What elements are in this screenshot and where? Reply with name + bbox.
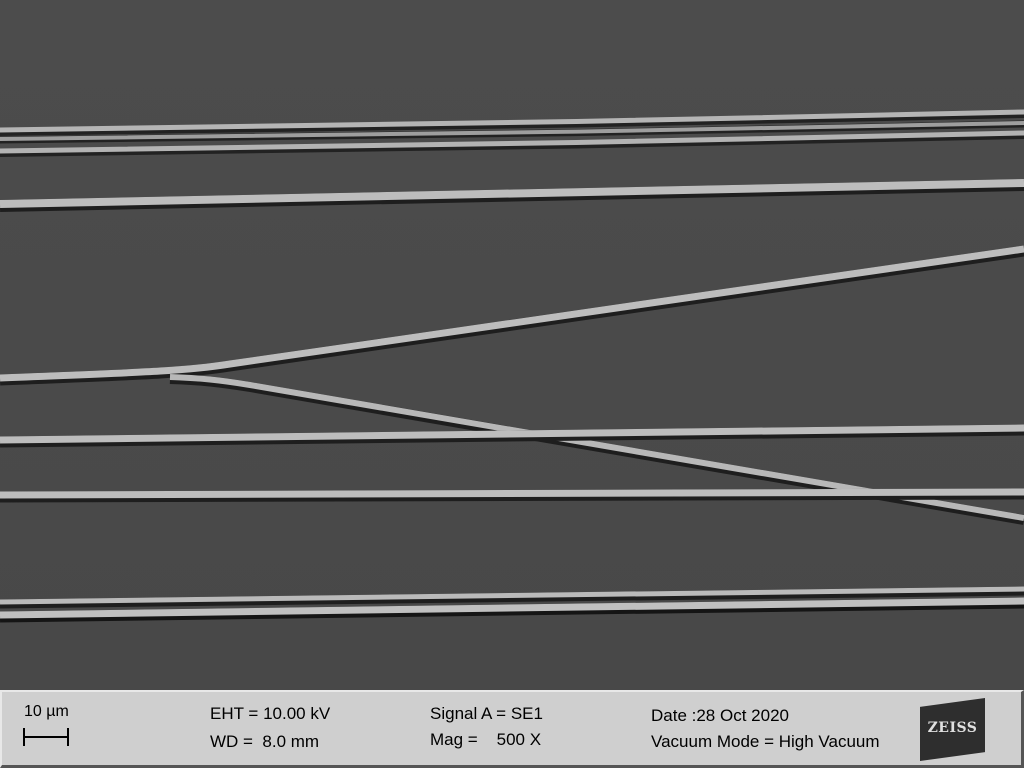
fiber-diagonal-down	[169, 374, 1024, 525]
fiber-5	[0, 488, 1024, 503]
sem-info-bar: 10 µm EHT = 10.00 kV WD = 8.0 mm Signal …	[0, 690, 1024, 768]
fiber-bundle-bottom	[0, 586, 1024, 623]
scale-bar	[23, 728, 69, 746]
fiber-diagonal-up	[0, 245, 1024, 386]
signal-value: Signal A = SE1	[430, 704, 543, 723]
scale-bar-label: 10 µm	[24, 703, 69, 720]
fiber-bundle-top	[0, 109, 1024, 157]
eht-value: EHT = 10.00 kV	[210, 704, 331, 723]
working-distance-value: WD = 8.0 mm	[210, 732, 320, 751]
sem-micrograph	[0, 0, 1024, 690]
substrate-background	[0, 0, 1024, 690]
fiber-2	[0, 179, 1024, 212]
date-value: Date :28 Oct 2020	[651, 706, 789, 725]
fiber-4	[0, 424, 1024, 448]
zeiss-logo-text: ZEISS	[927, 720, 978, 736]
vacuum-mode-value: Vacuum Mode = High Vacuum	[651, 732, 880, 751]
magnification-value: Mag = 500 X	[430, 730, 542, 749]
zeiss-logo: ZEISS	[920, 698, 985, 761]
